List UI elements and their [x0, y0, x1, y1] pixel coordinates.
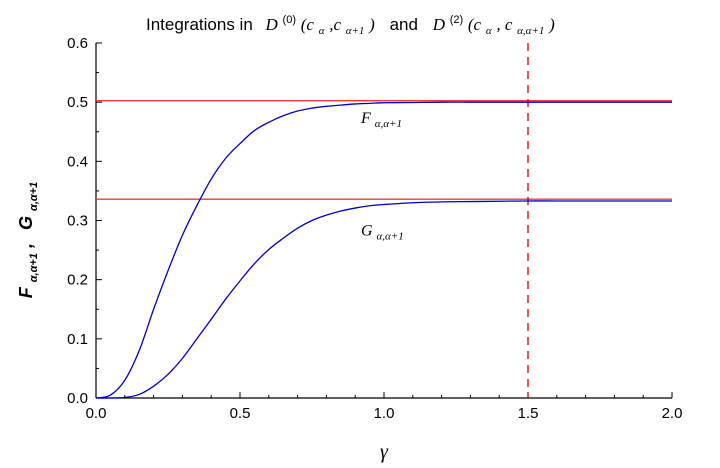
y-axis-label-g: G — [16, 216, 36, 230]
title-d2-sub1: α — [486, 25, 492, 37]
title-d0-sub2: α+1 — [346, 25, 365, 37]
y-tick-label: 0.0 — [67, 390, 88, 407]
x-tick-label: 0.0 — [86, 405, 107, 422]
annotation-g-sub: α,α+1 — [377, 230, 404, 242]
annotation-f-sub: α,α+1 — [375, 118, 402, 130]
reference-lines — [96, 100, 672, 200]
y-axis-label-f-sub: α,α+1 — [28, 253, 40, 282]
x-tick-labels: 0.0 0.5 1.0 1.5 2.0 — [86, 405, 683, 422]
title-d2-base: D — [432, 15, 446, 34]
x-tick-label: 0.5 — [230, 405, 251, 422]
y-axis-label: F α,α+1 , G α,α+1 — [16, 182, 41, 299]
series-line-f — [95, 101, 673, 399]
series-lines — [95, 101, 673, 399]
y-tick-label: 0.3 — [67, 213, 88, 230]
title-d2-sub2: α,α+1 — [517, 25, 544, 37]
x-tick-label: 1.0 — [374, 405, 395, 422]
x-axis-label: γ — [380, 441, 389, 463]
y-tick-label: 0.5 — [67, 94, 88, 111]
y-tick-labels: 0.0 0.1 0.2 0.3 0.4 0.5 0.6 — [67, 35, 88, 407]
title-d0-base: D — [265, 15, 279, 34]
annotation-g-base: G — [361, 222, 373, 239]
title-d2-sup: (2) — [450, 14, 463, 26]
title-d2-args: (c — [468, 15, 482, 34]
title-d0-close: ) — [368, 15, 375, 34]
y-axis-label-f: F — [16, 286, 36, 298]
y-tick-label: 0.1 — [67, 331, 88, 348]
y-tick-label: 0.2 — [67, 272, 88, 289]
x-tick-label: 2.0 — [662, 405, 683, 422]
annotation-f-base: F — [360, 110, 371, 127]
axes — [95, 42, 673, 399]
title-d0-sub1: α — [319, 25, 325, 37]
series-line-g — [95, 200, 672, 399]
title-d0-sup: (0) — [283, 14, 296, 26]
title-prefix: Integrations in — [146, 15, 253, 34]
y-tick-label: 0.6 — [67, 35, 88, 52]
y-axis-label-sep: , — [16, 243, 36, 249]
annotation-g: G α,α+1 — [361, 222, 404, 242]
title-conj: and — [390, 15, 418, 34]
chart-title: Integrations in D (0) (c α ,c α+1 ) and … — [146, 8, 555, 38]
title-d0-args: (c — [301, 15, 315, 34]
y-axis-label-g-sub: α,α+1 — [28, 182, 40, 211]
y-tick-label: 0.4 — [67, 153, 88, 170]
annotation-f: F α,α+1 — [360, 110, 402, 130]
title-d0-mid: ,c — [329, 15, 341, 34]
title-d2-mid: , c — [496, 15, 513, 34]
title-d2-close: ) — [548, 15, 555, 34]
x-tick-label: 1.5 — [518, 405, 539, 422]
